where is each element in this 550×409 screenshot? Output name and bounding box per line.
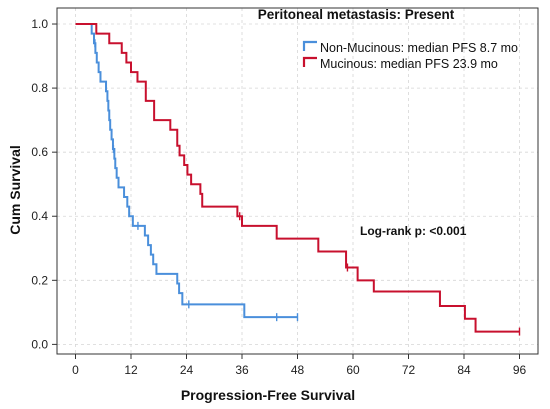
y-axis-title: Cum Survival — [7, 145, 23, 234]
x-tick-label: 48 — [291, 363, 305, 377]
legend-marker-non-mucinous — [302, 40, 317, 51]
x-tick-label: 60 — [346, 363, 360, 377]
legend-label-mucinous: Mucinous: median PFS 23.9 mo — [320, 57, 498, 71]
series-layer — [75, 23, 521, 336]
x-tick-label: 0 — [72, 363, 79, 377]
x-tick-label: 96 — [513, 363, 527, 377]
y-tick-label: 0.2 — [31, 273, 48, 287]
chart-title: Peritoneal metastasis: Present — [258, 7, 455, 22]
y-tick-label: 0.6 — [31, 145, 48, 159]
x-axis-ticks: 0 12 24 36 48 60 72 84 96 — [72, 354, 526, 377]
log-rank-annotation: Log-rank p: <0.001 — [360, 224, 467, 238]
x-tick-label: 12 — [124, 363, 138, 377]
y-tick-label: 0.8 — [31, 81, 48, 95]
legend-label-non-mucinous: Non-Mucinous: median PFS 8.7 mo — [320, 41, 518, 55]
legend: Non-Mucinous: median PFS 8.7 mo Mucinous… — [302, 40, 518, 71]
series-line-mucinous — [75, 23, 520, 333]
x-tick-label: 36 — [235, 363, 249, 377]
y-tick-label: 0.0 — [31, 337, 48, 351]
y-axis-ticks: 0.0 0.2 0.4 0.6 0.8 1.0 — [31, 17, 57, 351]
x-tick-label: 72 — [402, 363, 416, 377]
legend-marker-mucinous — [302, 56, 317, 67]
series-line-non-mucinous — [75, 23, 298, 319]
y-tick-label: 1.0 — [31, 17, 48, 31]
x-tick-label: 84 — [457, 363, 471, 377]
x-tick-label: 24 — [180, 363, 194, 377]
y-tick-label: 0.4 — [31, 209, 48, 223]
grid-lines — [57, 8, 538, 354]
x-axis-title: Progression-Free Survival — [181, 387, 355, 403]
